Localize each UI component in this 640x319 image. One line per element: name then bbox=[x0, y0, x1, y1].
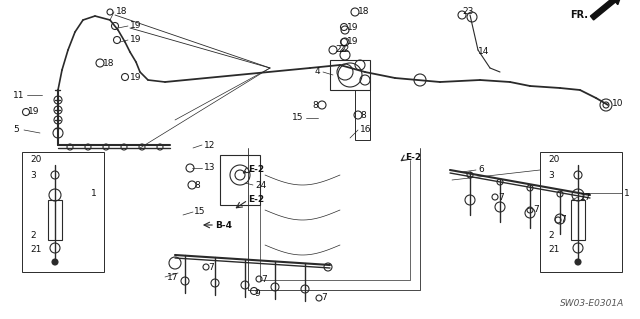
Text: 7: 7 bbox=[498, 192, 504, 202]
Text: 13: 13 bbox=[204, 164, 216, 173]
Text: 4: 4 bbox=[314, 68, 320, 77]
Text: 11: 11 bbox=[13, 91, 24, 100]
Text: E-2: E-2 bbox=[248, 166, 264, 174]
Text: 18: 18 bbox=[103, 58, 115, 68]
Text: 18: 18 bbox=[358, 8, 369, 17]
Bar bbox=[48, 200, 62, 240]
Text: 20: 20 bbox=[548, 155, 559, 165]
Text: 7: 7 bbox=[208, 263, 214, 271]
Text: 21: 21 bbox=[30, 246, 42, 255]
Text: 2: 2 bbox=[30, 231, 36, 240]
Text: 23: 23 bbox=[462, 8, 474, 17]
Text: 9: 9 bbox=[254, 288, 260, 298]
Text: 16: 16 bbox=[360, 125, 371, 135]
Text: 18: 18 bbox=[116, 8, 127, 17]
Text: 22: 22 bbox=[338, 46, 349, 55]
Text: 1: 1 bbox=[624, 189, 630, 197]
Text: 8: 8 bbox=[312, 100, 318, 109]
Text: 7: 7 bbox=[560, 216, 566, 225]
Text: 14: 14 bbox=[478, 48, 490, 56]
Bar bbox=[22, 152, 104, 272]
Text: 5: 5 bbox=[13, 125, 19, 135]
Text: 8: 8 bbox=[360, 110, 365, 120]
Text: 19: 19 bbox=[130, 21, 141, 31]
Text: E-2: E-2 bbox=[405, 153, 421, 162]
Circle shape bbox=[575, 259, 581, 265]
Text: 19: 19 bbox=[130, 35, 141, 44]
Text: 22: 22 bbox=[335, 46, 346, 55]
Text: 17: 17 bbox=[580, 192, 591, 202]
Bar bbox=[220, 155, 260, 205]
Text: 3: 3 bbox=[548, 170, 554, 180]
Text: 24: 24 bbox=[255, 181, 266, 189]
Text: SW03-E0301A: SW03-E0301A bbox=[560, 299, 624, 308]
Text: 8: 8 bbox=[194, 181, 200, 189]
Text: 3: 3 bbox=[30, 170, 36, 180]
Text: 19: 19 bbox=[28, 108, 40, 116]
Circle shape bbox=[52, 259, 58, 265]
Text: B-4: B-4 bbox=[215, 220, 232, 229]
Text: 12: 12 bbox=[204, 140, 216, 150]
Text: 19: 19 bbox=[130, 72, 141, 81]
Text: 20: 20 bbox=[30, 155, 42, 165]
FancyArrow shape bbox=[591, 0, 621, 20]
Text: 21: 21 bbox=[548, 246, 559, 255]
Text: 17: 17 bbox=[167, 272, 179, 281]
Bar bbox=[571, 200, 585, 240]
Bar bbox=[355, 90, 370, 140]
Text: 15: 15 bbox=[291, 114, 303, 122]
Text: 19: 19 bbox=[347, 38, 358, 47]
Text: 7: 7 bbox=[261, 275, 267, 284]
Text: 1: 1 bbox=[92, 189, 97, 197]
Text: 6: 6 bbox=[478, 166, 484, 174]
Text: 15: 15 bbox=[194, 207, 205, 217]
Bar bbox=[540, 152, 622, 272]
Bar bbox=[330, 60, 370, 90]
Text: 2: 2 bbox=[548, 231, 554, 240]
Text: 7: 7 bbox=[533, 205, 539, 214]
Text: E-2: E-2 bbox=[248, 196, 264, 204]
Text: FR.: FR. bbox=[570, 10, 588, 20]
Text: 10: 10 bbox=[612, 99, 623, 108]
Text: 7: 7 bbox=[321, 293, 327, 302]
Text: 19: 19 bbox=[347, 23, 358, 32]
